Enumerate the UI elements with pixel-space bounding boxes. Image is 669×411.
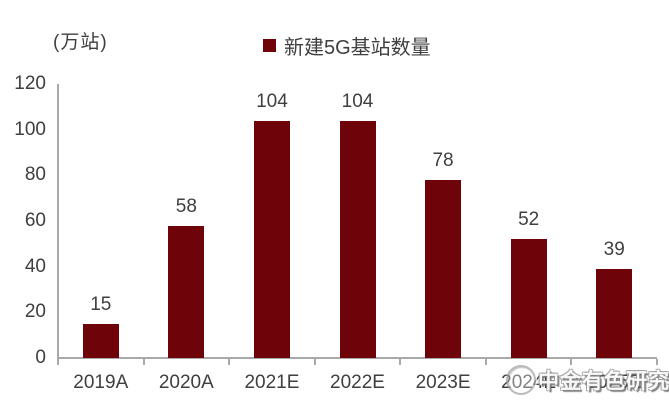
legend-label: 新建5G基站数量 — [284, 37, 431, 59]
y-axis-unit-label: (万站) — [53, 32, 108, 53]
bar-value-label: 104 — [256, 91, 288, 112]
x-axis-tick-mark — [399, 359, 402, 365]
x-axis-tick-mark — [228, 359, 231, 365]
bar — [339, 121, 376, 358]
x-axis-tick-mark — [313, 359, 316, 365]
x-axis-category-label: 2025E — [586, 372, 642, 393]
x-axis-category-label: 2021E — [244, 372, 300, 393]
bar — [596, 269, 633, 358]
y-axis-tick-label: 80 — [24, 164, 46, 186]
y-axis-line — [57, 84, 59, 363]
bar-value-label: 78 — [432, 150, 454, 171]
bar-value-label: 58 — [175, 196, 197, 217]
x-axis-category-label: 2022E — [330, 372, 385, 393]
bar — [425, 180, 462, 358]
bar — [510, 239, 547, 358]
y-axis-tick-label: 100 — [14, 118, 46, 140]
y-axis-tick-label: 0 — [35, 347, 46, 368]
x-axis-tick-mark — [570, 359, 573, 365]
x-axis-line — [58, 357, 657, 359]
x-axis-category-label: 2023E — [415, 372, 471, 393]
legend-marker-icon — [263, 39, 276, 52]
x-axis-tick-mark — [57, 359, 59, 365]
bar — [253, 121, 290, 358]
x-axis-tick-mark — [484, 359, 487, 365]
x-axis-category-label: 2020A — [158, 372, 214, 393]
y-axis-tick-label: 40 — [24, 255, 46, 277]
y-axis-tick-label: 120 — [14, 73, 46, 94]
y-axis-tick-label: 60 — [24, 210, 46, 231]
bar-value-label: 15 — [90, 294, 112, 315]
y-axis-tick-label: 20 — [24, 301, 46, 323]
bar-value-label: 39 — [603, 239, 625, 260]
x-axis-tick-mark — [142, 359, 145, 365]
x-axis-category-label: 2024E — [501, 372, 557, 393]
x-axis-category-label: 2019A — [73, 372, 129, 393]
x-axis-tick-mark — [656, 359, 658, 365]
bar-value-label: 52 — [518, 209, 540, 230]
bar — [168, 226, 205, 358]
bar — [82, 324, 119, 358]
legend: 新建5G基站数量 — [263, 31, 431, 60]
bar-value-label: 104 — [341, 91, 374, 112]
